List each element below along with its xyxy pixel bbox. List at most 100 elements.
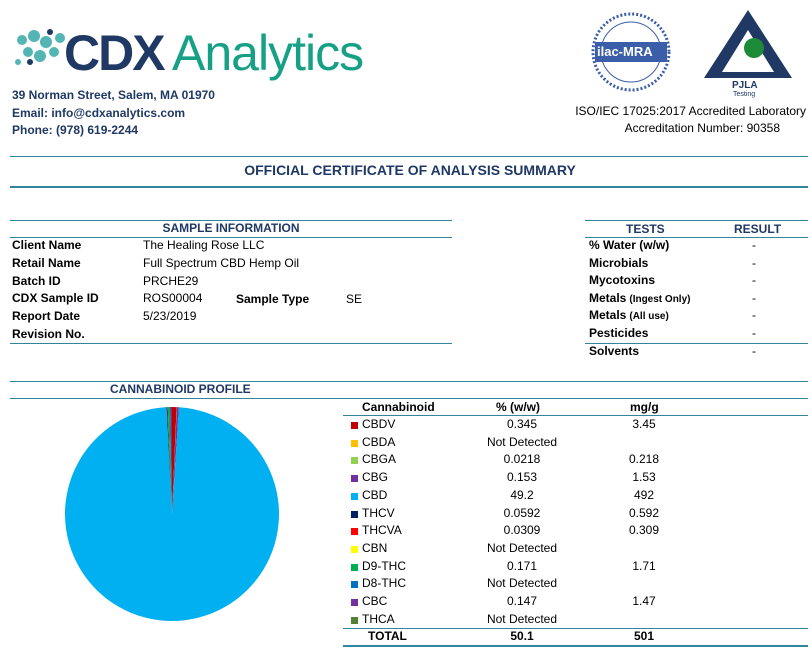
sample-value: The Healing Rose LLC [143,238,265,252]
cannabinoid-name: THCA [362,611,395,626]
cannabinoid-percent: 0.0592 [503,505,541,520]
legend-swatch [351,457,358,465]
logo-analytics: Analytics [172,25,364,81]
phone: Phone: (978) 619-2244 [12,123,139,137]
cannabinoid-name: CBGA [362,452,397,467]
pie-slice [170,407,172,514]
sample-label: CDX Sample ID [12,291,99,306]
accreditation-number: Accreditation Number: 90358 [624,121,780,135]
sample-label: Client Name [12,238,82,252]
test-result: - [752,343,756,358]
rule [10,186,808,188]
cannabinoid-name: THCVA [362,523,402,538]
total-label: TOTAL [368,629,407,643]
rule [10,381,808,382]
cannabinoid-mg: 492 [633,487,655,502]
cannabinoid-mg: 0.592 [628,505,660,520]
legend-swatch [351,563,358,571]
cannabinoid-percent: 49.2 [510,487,534,502]
column-header: mg/g [630,400,659,414]
sample-type-label: Sample Type [236,292,310,306]
accreditation-logos [591,10,792,98]
legend-swatch [351,616,358,624]
ilac-logo-text: ilac-MRA [597,44,653,59]
rule [585,237,808,238]
cannabinoid-name: CBN [362,540,388,555]
legend-swatch [351,581,358,589]
test-note: (All use) [629,311,669,323]
cannabinoid-name: CBD [362,487,388,502]
pie-slice [64,407,279,621]
rule [343,645,808,647]
address: 39 Norman Street, Salem, MA 01970 [12,88,215,102]
profile-heading: CANNABINOID PROFILE [110,382,251,396]
cannabinoid-percent: Not Detected [486,540,558,555]
cannabinoid-name: CBDA [362,434,396,449]
pie-slice [167,407,172,514]
sample-value: PRCHE29 [143,273,199,288]
cannabinoid-name: CBDV [362,417,396,431]
test-name: Mycotoxins [589,273,656,288]
test-result: - [752,255,756,270]
legend-swatch [351,528,358,536]
legend-swatch [351,439,358,447]
rule [343,628,808,629]
rule [10,237,452,238]
test-result: - [752,326,756,340]
rule [343,415,808,416]
sample-label: Retail Name [12,255,81,270]
sample-type: SE [346,292,363,306]
rule [585,220,808,221]
sample-label: Report Date [12,309,81,324]
legend-swatch [351,475,358,483]
email: Email: info@cdxanalytics.com [12,106,186,120]
pie-slice [166,407,172,514]
cannabinoid-percent: Not Detected [486,576,558,591]
test-result: - [752,290,756,305]
cannabinoid-percent: Not Detected [486,434,558,449]
pie-slice [167,407,172,514]
accreditation: ISO/IEC 17025:2017 Accredited Laboratory [575,104,806,118]
cannabinoid-percent: 0.147 [506,594,538,608]
pie-slice [172,407,177,514]
cannabinoid-percent: 0.0218 [503,452,541,467]
logo-art [15,29,65,65]
cannabinoid-name: D9-THC [362,558,406,573]
legend-swatch [351,545,358,553]
cannabinoid-percent: 0.0309 [503,523,541,538]
rule [10,343,452,344]
tests-header: TESTS [626,222,665,236]
total-mg: 501 [633,629,655,643]
legend-swatch [351,422,358,429]
legend-swatch [351,492,358,500]
cannabinoid-mg: 1.71 [632,558,656,573]
cannabinoid-percent: Not Detected [486,611,558,626]
rule [585,343,808,344]
pie-slice [172,407,179,514]
pjla-logo-sub: Testing [733,91,756,98]
test-note: (Ingest Only) [629,293,691,305]
sample-value: ROS00004 [143,291,203,306]
cannabinoid-name: CBC [362,594,388,608]
cannabinoid-mg: 3.45 [632,417,656,431]
cannabinoid-name: D8-THC [362,576,406,591]
title: OFFICIAL CERTIFICATE OF ANALYSIS SUMMARY [244,162,576,178]
cannabinoid-name: CBG [362,470,389,485]
test-result: - [752,238,756,252]
sample-label: Batch ID [12,273,61,288]
cannabinoid-mg: 0.309 [628,523,660,538]
test-name: Solvents [589,343,640,358]
sample-label: Revision No. [12,327,85,341]
pjla-logo-text: PJLA [732,80,758,91]
cannabinoid-percent: 0.171 [506,558,538,573]
sample-value: 5/23/2019 [143,309,197,324]
column-header: % (w/w) [496,400,540,414]
pie-slice [172,407,177,514]
cannabinoid-percent: 0.345 [506,417,538,431]
rule [10,398,808,399]
cannabinoid-mg: 1.47 [632,594,656,608]
legend-swatch [351,599,358,606]
rule [10,220,452,221]
